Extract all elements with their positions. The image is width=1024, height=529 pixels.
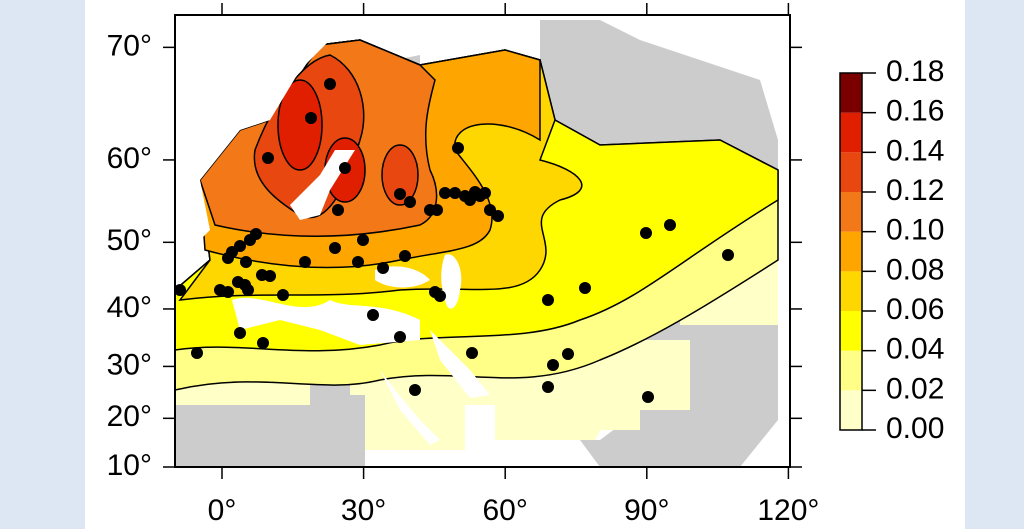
colorbar-band (840, 271, 862, 311)
lat-label: 60° (107, 142, 152, 175)
sample-site (352, 256, 364, 268)
sample-site (299, 256, 311, 268)
sample-site (332, 204, 344, 216)
sample-site (222, 252, 234, 264)
lat-label: 20° (107, 400, 152, 433)
sample-site (394, 188, 406, 200)
colorbar-label: 0.02 (886, 372, 944, 405)
sample-site (547, 359, 559, 371)
sample-site (339, 162, 351, 174)
colorbar-label: 0.12 (886, 174, 944, 207)
sample-site (262, 152, 274, 164)
sample-site (452, 142, 464, 154)
colorbar-label: 0.18 (886, 55, 944, 88)
sample-site (329, 242, 341, 254)
sample-site (542, 294, 554, 306)
zone (381, 144, 419, 206)
lon-label: 90° (624, 494, 669, 527)
lon-label: 30° (341, 494, 386, 527)
sample-site (640, 227, 652, 239)
colorbar-label: 0.06 (886, 293, 944, 326)
map (174, 14, 791, 468)
colorbar-band (840, 152, 862, 192)
lat-label: 40° (107, 291, 152, 324)
sample-site (431, 204, 443, 216)
sample-site (264, 270, 276, 282)
colorbar-band (840, 311, 862, 351)
colorbar-band (840, 112, 862, 153)
sample-site (579, 282, 591, 294)
sample-site (174, 284, 186, 296)
colorbar: 0.00 0.02 0.04 0.06 0.08 0.10 0.12 0.14 0.16 0.18 (839, 55, 944, 445)
sample-site (664, 219, 676, 231)
sample-site (242, 284, 254, 296)
lon-label: 0° (208, 494, 237, 527)
lat-label: 10° (107, 449, 152, 482)
sample-sites (174, 78, 734, 403)
colorbar-label: 0.08 (886, 253, 944, 286)
sample-site (434, 290, 446, 302)
sample-site (191, 347, 203, 359)
axes: 70° 60° 50° 40° 30° 20° 10° 0° 30° 60° 90° 120° (107, 3, 819, 527)
sample-site (305, 112, 317, 124)
sample-site (562, 348, 574, 360)
sample-site (404, 196, 416, 208)
lat-label: 30° (107, 348, 152, 381)
colorbar-band (840, 73, 862, 113)
sample-site (466, 347, 478, 359)
sample-site (240, 256, 252, 268)
sample-site (492, 210, 504, 222)
colorbar-band (840, 231, 862, 272)
colorbar-frame (839, 72, 863, 431)
lat-label: 70° (107, 29, 152, 62)
colorbar-label: 0.16 (886, 95, 944, 128)
sample-site (257, 337, 269, 349)
sample-site (324, 78, 336, 90)
sample-site (357, 234, 369, 246)
sample-site (277, 289, 289, 301)
lon-label: 120° (757, 494, 819, 527)
colorbar-label: 0.10 (886, 214, 944, 247)
sample-site (222, 286, 234, 298)
colorbar-label: 0.14 (886, 134, 944, 167)
colorbar-band (840, 350, 862, 391)
map-frame (174, 14, 791, 468)
sample-site (439, 187, 451, 199)
sample-site (377, 262, 389, 274)
zone (277, 79, 323, 171)
colorbar-label: 0.00 (886, 412, 944, 445)
lon-label: 60° (483, 494, 528, 527)
sample-site (722, 249, 734, 261)
sample-site (409, 384, 421, 396)
sample-site (479, 187, 491, 199)
sample-site (399, 250, 411, 262)
sample-site (234, 327, 246, 339)
colorbar-band (840, 390, 862, 430)
sample-site (367, 309, 379, 321)
sample-site (244, 234, 256, 246)
sample-site (642, 391, 654, 403)
lat-label: 50° (107, 224, 152, 257)
sample-site (449, 187, 461, 199)
colorbar-band (840, 192, 862, 232)
sample-site (542, 381, 554, 393)
sample-site (394, 331, 406, 343)
colorbar-label: 0.04 (886, 333, 944, 366)
